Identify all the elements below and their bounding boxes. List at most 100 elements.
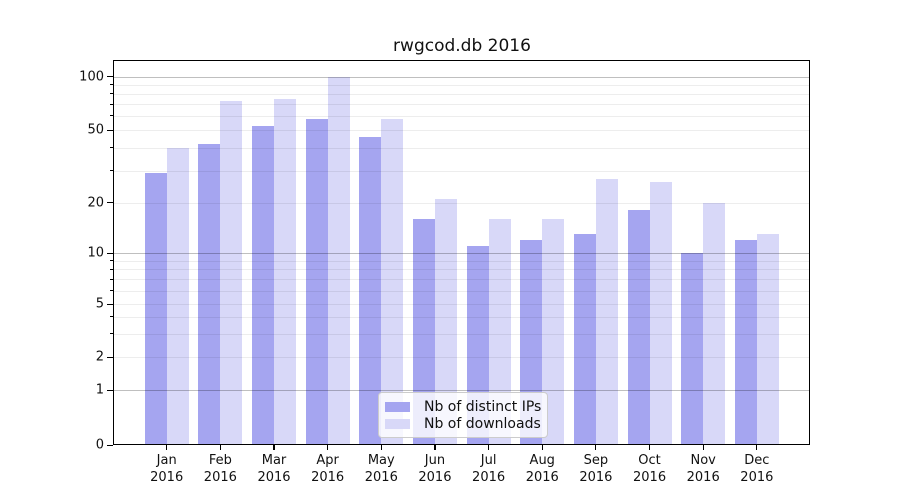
minor-gridline [113,260,810,262]
minor-gridline [113,269,810,271]
bar-downloads [595,178,618,445]
y-tick-label: 50 [87,122,104,138]
bar-downloads [381,118,404,445]
year-label: 2016 [579,470,613,485]
x-tick-mark [756,445,758,450]
bar-downloads [703,202,726,445]
x-tick-mark [648,445,651,450]
legend: Nb of distinct IPs Nb of downloads [378,392,548,438]
legend-label: Nb of distinct IPs [424,398,542,415]
month-label: Jan [156,453,177,468]
x-tick-label: Apr 2016 [300,452,356,486]
y-tick-mark [107,252,113,254]
year-label: 2016 [257,470,291,485]
minor-gridline [113,279,810,281]
bar-downloads [220,100,243,445]
y-minor-tick-mark [109,93,113,95]
x-tick-label: Aug 2016 [514,452,570,486]
bar-downloads [488,218,511,445]
year-label: 2016 [311,470,345,485]
month-label: Sep [583,453,609,468]
legend-row: Nb of downloads [385,416,541,434]
y-minor-tick-mark [109,316,113,318]
y-minor-tick-mark [109,84,113,86]
x-tick-label: Mar 2016 [246,452,302,486]
bar-downloads [542,218,565,445]
minor-gridline [113,104,810,106]
bar-distinct-ips [412,218,435,445]
y-minor-tick-mark [109,278,113,280]
year-label: 2016 [203,470,237,485]
x-tick-mark [380,445,382,450]
bar-downloads [649,181,672,445]
year-label: 2016 [525,470,559,485]
minor-gridline [113,333,810,335]
legend-swatch-distinct-ips [385,401,410,412]
y-tick-label: 10 [87,245,104,261]
bar-downloads [756,233,779,445]
x-tick-mark [434,445,436,450]
month-label: Apr [316,453,339,468]
x-tick-label: May 2016 [353,452,409,486]
x-tick-mark [166,445,168,450]
minor-gridline [113,304,810,305]
year-label: 2016 [418,470,452,485]
bar-distinct-ips [359,136,382,445]
y-tick-label: 20 [87,195,104,211]
x-tick-mark [702,445,704,450]
y-tick-mark [107,444,113,446]
minor-gridline [113,130,810,131]
year-label: 2016 [633,470,667,485]
x-tick-mark [595,445,597,450]
minor-gridline [113,202,810,204]
bar-distinct-ips [573,233,596,445]
bar-distinct-ips [252,125,274,445]
y-minor-tick-mark [109,147,113,149]
bar-distinct-ips [305,118,328,445]
x-tick-label: Nov 2016 [675,452,731,486]
y-minor-tick-mark [109,170,113,172]
y-minor-tick-mark [109,333,113,335]
x-tick-label: Sep 2016 [568,452,624,486]
minor-gridline [113,147,810,149]
y-minor-tick-mark [109,260,113,262]
y-minor-tick-mark [109,115,113,117]
x-tick-mark [541,445,543,450]
bar-distinct-ips [627,210,650,445]
bar-distinct-ips [198,143,221,445]
x-tick-label: Oct 2016 [622,452,678,486]
minor-gridline [113,316,810,318]
minor-gridline [113,84,810,86]
y-minor-tick-mark [109,290,113,292]
y-tick-label: 2 [95,349,104,365]
year-label: 2016 [686,470,720,485]
month-label: Jun [424,453,446,468]
major-gridline [113,76,810,78]
y-minor-tick-mark [109,268,113,270]
major-gridline [113,253,810,254]
y-tick-mark [107,303,113,305]
minor-gridline [113,93,810,95]
x-tick-label: Feb 2016 [192,452,248,486]
bar-distinct-ips [681,253,704,445]
bar-downloads [274,98,296,445]
minor-gridline [113,170,810,172]
bar-downloads [327,76,350,445]
month-label: Oct [638,453,661,468]
year-label: 2016 [472,470,506,485]
x-tick-mark [327,445,329,450]
x-tick-label: Jan 2016 [139,452,195,486]
month-label: Feb [208,453,232,468]
y-minor-tick-mark [109,103,113,105]
y-tick-mark [107,356,113,358]
minor-gridline [113,115,810,117]
month-label: Nov [690,453,716,468]
y-tick-label: 0 [95,437,104,453]
bar-distinct-ips [734,239,757,445]
month-label: Jul [480,453,497,468]
bar-downloads [434,198,457,445]
minor-gridline [113,290,810,292]
bar-distinct-ips [144,173,167,445]
y-tick-label: 100 [79,69,104,84]
